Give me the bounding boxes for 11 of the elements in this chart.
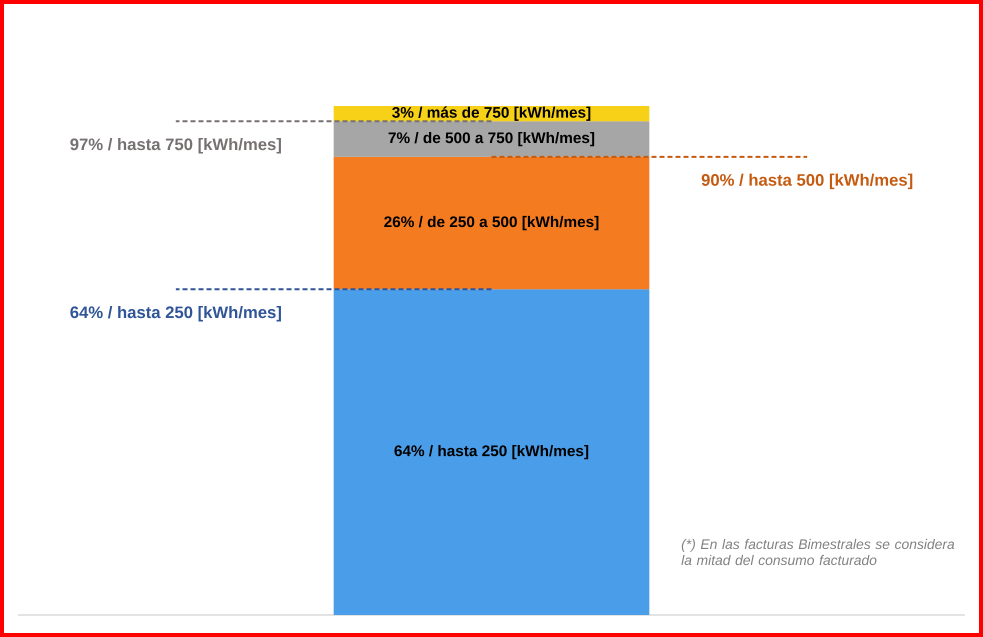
bar [334, 156, 650, 290]
ref-line-label: 64% / hasta 250 [kWh/mes] [70, 306, 281, 322]
text: (*) En las facturas Bimestrales se considera la mitad del consumo facturado [681, 538, 954, 566]
data-label: 7% / de 500 a 750 [kWh/mes] [388, 132, 594, 146]
bar [334, 121, 650, 157]
ref-line-label: 90% / hasta 500 [kWh/mes] [702, 174, 912, 190]
data-label: 64% / hasta 250 [kWh/mes] [394, 444, 588, 460]
bar [334, 289, 650, 615]
data-label: 26% / de 250 a 500 [kWh/mes] [384, 216, 598, 230]
ref-line-label: 97% / hasta 750 [kWh/mes] [70, 138, 281, 154]
data-label: 3% / más de 750 [kWh/mes] [392, 106, 590, 121]
